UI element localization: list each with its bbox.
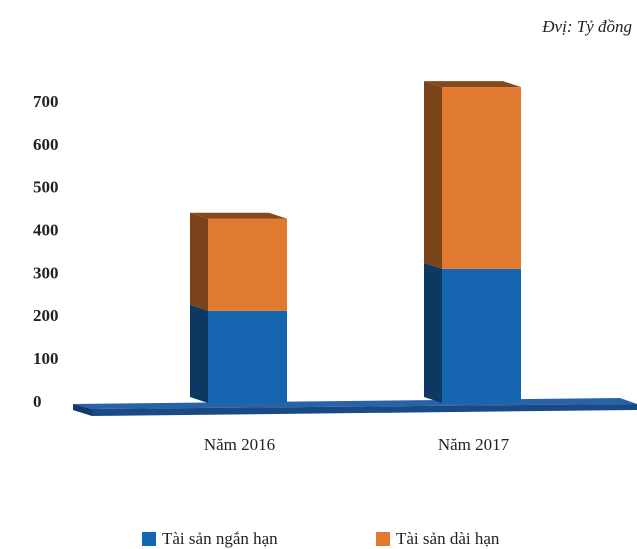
bar (442, 268, 521, 403)
bar-side (190, 212, 208, 311)
bar-top (190, 212, 287, 219)
y-tick-label: 0 (33, 392, 42, 411)
floor-front (92, 404, 637, 416)
legend-label: Tài sản dài hạn (396, 529, 500, 548)
unit-note: Đvị: Tỷ đồng (541, 17, 632, 36)
y-tick-label: 700 (33, 92, 59, 111)
bar (208, 218, 287, 311)
legend-swatch (142, 532, 156, 546)
y-tick-label: 300 (33, 263, 59, 282)
floor-side (73, 404, 92, 416)
x-tick-label: Năm 2016 (204, 435, 275, 454)
legend-swatch (376, 532, 390, 546)
x-tick-label: Năm 2017 (438, 435, 510, 454)
bar-top (424, 81, 521, 88)
bar (208, 310, 287, 403)
bar-side (424, 262, 442, 403)
bar (442, 87, 521, 269)
y-tick-label: 100 (33, 349, 59, 368)
bar-side (424, 81, 442, 269)
y-tick-label: 600 (33, 135, 59, 154)
bar-side (190, 304, 208, 403)
y-tick-label: 400 (33, 220, 59, 239)
y-tick-label: 500 (33, 178, 59, 197)
y-tick-label: 200 (33, 306, 59, 325)
legend-label: Tài sản ngắn hạn (162, 529, 278, 548)
